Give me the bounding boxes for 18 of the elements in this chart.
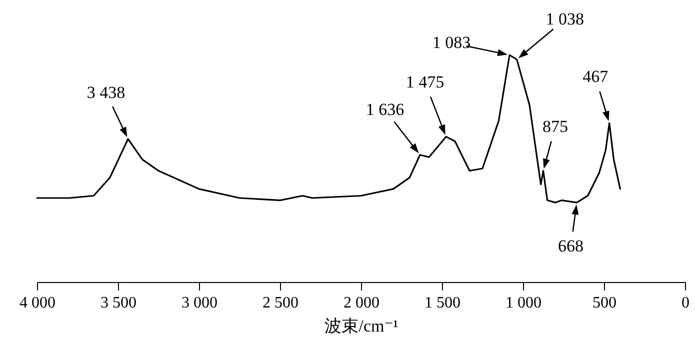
annotation: 1 038: [546, 10, 584, 29]
annotation: 1 475: [406, 72, 444, 92]
annotation: 668: [558, 236, 584, 256]
x-tick-label: 500: [592, 294, 616, 312]
annotation: 1 083: [432, 33, 471, 52]
x-tick-label: 1 500: [424, 294, 460, 312]
x-tick-label: 0: [682, 294, 690, 312]
x-tick-label: 1 000: [506, 294, 542, 312]
annotation: 467: [582, 67, 609, 86]
x-tick-label: 3 500: [100, 294, 136, 312]
x-tick-label: 2 000: [344, 294, 380, 312]
x-tick-label: 2 500: [262, 294, 298, 312]
annotation: 3 438: [86, 82, 126, 102]
annotation: 875: [542, 116, 568, 136]
annotation: 1 636: [366, 100, 404, 119]
x-tick-label: 3 000: [182, 294, 218, 312]
x-axis-title: 波束/cm⁻¹: [324, 316, 398, 336]
x-tick-label: 4 000: [20, 294, 56, 312]
